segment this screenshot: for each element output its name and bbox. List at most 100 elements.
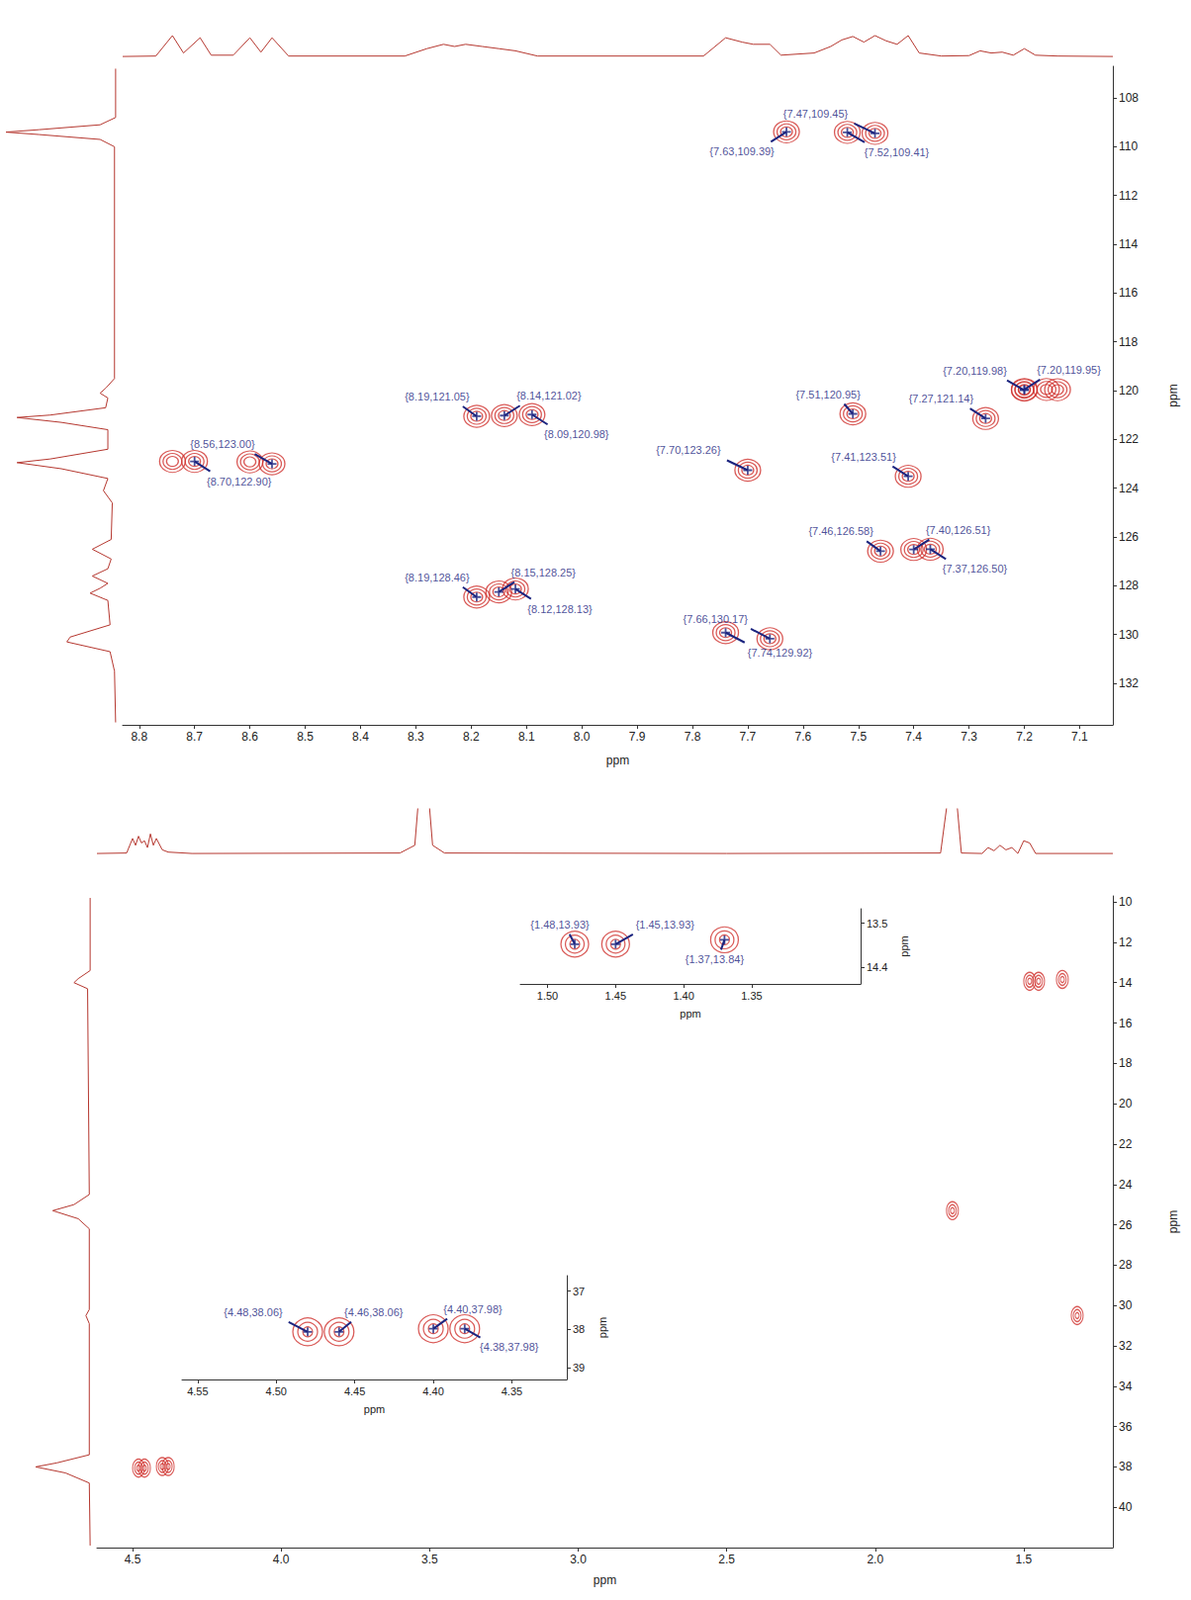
svg-text:{7.63,109.39}: {7.63,109.39} [709, 145, 775, 158]
svg-text:8.2: 8.2 [462, 730, 480, 744]
svg-text:{7.51,120.95}: {7.51,120.95} [795, 388, 861, 401]
svg-text:{7.37,126.50}: {7.37,126.50} [942, 562, 1008, 575]
svg-text:{4.40,37.98}: {4.40,37.98} [443, 1303, 503, 1316]
svg-text:8.3: 8.3 [407, 730, 425, 744]
svg-text:4.0: 4.0 [273, 1553, 290, 1567]
svg-text:10: 10 [1118, 895, 1133, 910]
svg-text:122: 122 [1118, 432, 1139, 447]
svg-text:128: 128 [1118, 578, 1139, 593]
svg-text:1.35: 1.35 [740, 990, 762, 1003]
svg-text:8.1: 8.1 [518, 730, 536, 744]
svg-text:ppm: ppm [364, 1403, 385, 1416]
svg-text:{7.52,109.41}: {7.52,109.41} [864, 146, 930, 159]
svg-text:130: 130 [1118, 628, 1139, 642]
svg-text:4.45: 4.45 [344, 1385, 366, 1398]
svg-text:116: 116 [1118, 285, 1138, 300]
svg-text:{8.56,123.00}: {8.56,123.00} [189, 438, 256, 451]
svg-text:{1.48,13.93}: {1.48,13.93} [530, 918, 590, 931]
svg-text:{8.14,121.02}: {8.14,121.02} [516, 389, 582, 402]
svg-text:7.3: 7.3 [960, 730, 978, 744]
svg-text:8.4: 8.4 [352, 730, 369, 744]
svg-text:ppm: ppm [1166, 1210, 1181, 1234]
svg-text:ppm: ppm [593, 1573, 617, 1588]
svg-text:{8.19,121.05}: {8.19,121.05} [404, 390, 470, 403]
svg-text:{7.20,119.95}: {7.20,119.95} [1036, 364, 1101, 376]
svg-text:{8.12,128.13}: {8.12,128.13} [527, 603, 593, 616]
svg-text:30: 30 [1118, 1298, 1133, 1313]
svg-text:ppm: ppm [898, 935, 911, 957]
svg-text:{1.45,13.93}: {1.45,13.93} [636, 918, 696, 931]
svg-text:8.0: 8.0 [573, 730, 591, 744]
svg-text:7.4: 7.4 [905, 730, 922, 744]
svg-text:{7.41,123.51}: {7.41,123.51} [830, 451, 897, 463]
svg-text:34: 34 [1118, 1379, 1133, 1394]
svg-text:4.35: 4.35 [501, 1385, 523, 1398]
svg-text:7.5: 7.5 [849, 730, 867, 744]
svg-text:126: 126 [1118, 530, 1139, 545]
svg-text:36: 36 [1118, 1420, 1133, 1435]
svg-text:{7.20,119.98}: {7.20,119.98} [942, 365, 1008, 377]
svg-text:1.5: 1.5 [1015, 1553, 1033, 1567]
svg-text:114: 114 [1118, 237, 1138, 252]
svg-text:{7.74,129.92}: {7.74,129.92} [747, 646, 814, 659]
svg-text:8.8: 8.8 [130, 730, 148, 744]
svg-text:7.9: 7.9 [629, 730, 646, 744]
svg-text:{7.27,121.14}: {7.27,121.14} [909, 392, 975, 405]
svg-text:{8.09,120.98}: {8.09,120.98} [544, 428, 610, 441]
svg-text:1.40: 1.40 [672, 990, 694, 1003]
svg-text:14: 14 [1118, 976, 1133, 991]
svg-text:7.6: 7.6 [794, 730, 812, 744]
svg-text:ppm: ppm [596, 1317, 609, 1339]
svg-text:7.7: 7.7 [739, 730, 757, 744]
svg-text:132: 132 [1118, 676, 1139, 691]
svg-text:2.5: 2.5 [718, 1553, 735, 1567]
svg-text:24: 24 [1118, 1178, 1133, 1192]
svg-text:{4.46,38.06}: {4.46,38.06} [344, 1306, 404, 1319]
svg-text:4.50: 4.50 [266, 1385, 287, 1398]
svg-text:{7.47,109.45}: {7.47,109.45} [783, 107, 849, 120]
svg-text:{8.15,128.25}: {8.15,128.25} [511, 566, 577, 579]
svg-text:{4.48,38.06}: {4.48,38.06} [223, 1306, 283, 1319]
svg-text:ppm: ppm [1166, 383, 1181, 407]
svg-text:1.45: 1.45 [605, 990, 627, 1003]
svg-text:40: 40 [1118, 1500, 1133, 1515]
svg-text:8.7: 8.7 [185, 730, 203, 744]
svg-text:37: 37 [572, 1285, 585, 1298]
svg-text:38: 38 [1118, 1460, 1133, 1474]
svg-text:{1.37,13.84}: {1.37,13.84} [685, 953, 745, 966]
svg-text:ppm: ppm [606, 753, 630, 768]
svg-text:{4.38,37.98}: {4.38,37.98} [479, 1341, 540, 1354]
svg-text:20: 20 [1118, 1097, 1133, 1111]
svg-text:3.0: 3.0 [569, 1553, 587, 1567]
svg-text:3.5: 3.5 [421, 1553, 439, 1567]
svg-text:7.1: 7.1 [1071, 730, 1089, 744]
svg-text:32: 32 [1118, 1339, 1133, 1354]
svg-text:{7.66,130.17}: {7.66,130.17} [683, 613, 749, 626]
svg-text:16: 16 [1118, 1016, 1133, 1031]
svg-text:13.5: 13.5 [866, 917, 888, 930]
svg-text:{7.40,126.51}: {7.40,126.51} [925, 524, 992, 537]
svg-text:8.5: 8.5 [296, 730, 314, 744]
svg-text:1.50: 1.50 [537, 990, 558, 1003]
svg-text:8.6: 8.6 [241, 730, 259, 744]
svg-text:12: 12 [1118, 935, 1133, 950]
svg-text:{7.46,126.58}: {7.46,126.58} [808, 525, 874, 538]
svg-text:ppm: ppm [679, 1007, 701, 1020]
svg-text:110: 110 [1118, 139, 1138, 154]
svg-text:7.2: 7.2 [1015, 730, 1033, 744]
svg-text:112: 112 [1118, 188, 1138, 203]
svg-text:38: 38 [572, 1323, 585, 1336]
svg-text:118: 118 [1118, 335, 1138, 350]
svg-text:18: 18 [1118, 1056, 1133, 1071]
svg-text:120: 120 [1118, 383, 1139, 398]
svg-text:14.4: 14.4 [866, 961, 888, 974]
svg-text:{8.19,128.46}: {8.19,128.46} [404, 571, 470, 584]
svg-text:28: 28 [1118, 1258, 1133, 1273]
svg-text:{7.70,123.26}: {7.70,123.26} [655, 444, 722, 457]
svg-text:108: 108 [1118, 91, 1139, 105]
svg-text:4.40: 4.40 [422, 1385, 444, 1398]
svg-text:22: 22 [1118, 1137, 1133, 1152]
svg-text:4.5: 4.5 [124, 1553, 142, 1567]
svg-text:{8.70,122.90}: {8.70,122.90} [206, 475, 273, 488]
svg-text:124: 124 [1118, 481, 1139, 496]
